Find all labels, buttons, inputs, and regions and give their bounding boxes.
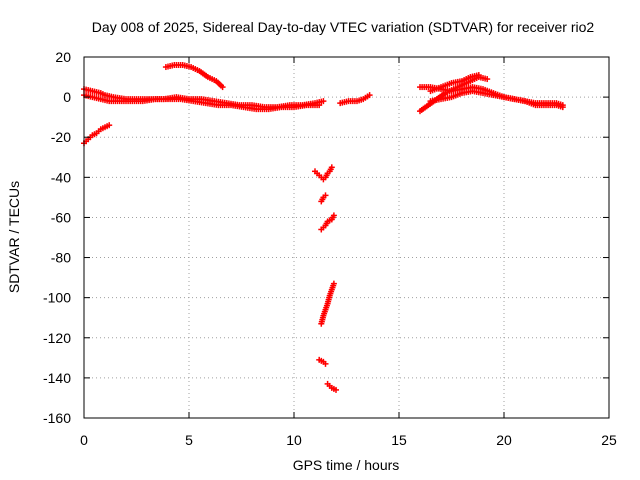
y-tick-label: 20 [55, 49, 71, 65]
x-axis-label: GPS time / hours [293, 457, 400, 473]
series-track-e [337, 92, 373, 107]
series-track-d [162, 62, 226, 91]
plot-frame [83, 56, 610, 419]
chart-title: Day 008 of 2025, Sidereal Day-to-day VTE… [92, 19, 595, 35]
data-point [330, 212, 337, 219]
x-tick-label: 5 [185, 432, 193, 448]
data-point [320, 98, 327, 105]
data-point [330, 280, 337, 287]
series-track-b [81, 92, 323, 113]
axis-ticks: 0 5 10 15 20 25 -160 -140 -120 -100 -80 -60 -40 -20 0 2… [43, 49, 617, 448]
y-tick-label: -140 [43, 370, 71, 386]
series-track-i [318, 280, 337, 327]
series-track-h [318, 212, 337, 233]
series-track-c [81, 122, 113, 147]
y-axis-label: SDTVAR / TECUs [6, 181, 22, 293]
series-track-g [318, 192, 329, 205]
data-point [333, 386, 339, 393]
data-point [475, 72, 482, 79]
data-points [81, 62, 566, 393]
x-tick-label: 15 [391, 432, 407, 448]
y-tick-label: -160 [43, 410, 71, 426]
y-tick-label: -120 [43, 330, 71, 346]
y-tick-label: 0 [63, 89, 71, 105]
data-point [328, 164, 335, 171]
data-point [106, 122, 113, 129]
series-track-k [324, 380, 339, 393]
series-track-j [316, 356, 329, 367]
y-tick-label: -40 [51, 169, 71, 185]
series-track-n [427, 88, 566, 111]
series-track-o [427, 72, 482, 95]
y-tick-label: -100 [43, 290, 71, 306]
series-track-f [312, 164, 335, 183]
data-point [219, 84, 226, 91]
x-tick-label: 0 [80, 432, 88, 448]
x-tick-label: 25 [601, 432, 617, 448]
y-tick-label: -60 [51, 209, 71, 225]
y-tick-label: -20 [51, 129, 71, 145]
data-point [322, 192, 329, 199]
grid-lines [84, 57, 609, 418]
data-point [559, 104, 566, 111]
data-point [322, 360, 329, 367]
x-tick-label: 20 [496, 432, 512, 448]
data-point [316, 102, 323, 109]
data-point [484, 76, 491, 83]
data-point [366, 92, 373, 99]
x-tick-label: 10 [286, 432, 302, 448]
y-tick-label: -80 [51, 250, 71, 266]
